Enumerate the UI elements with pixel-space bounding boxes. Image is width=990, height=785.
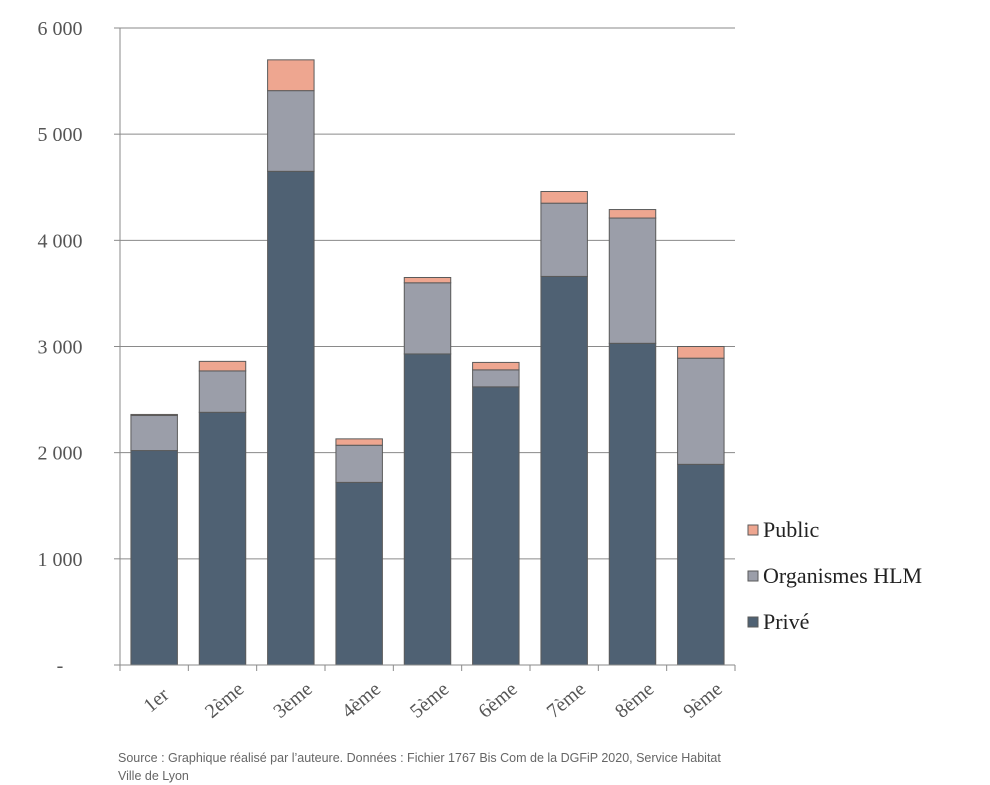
- y-axis: - 1 000 2 000 3 000 4 000 5 000 6 000: [38, 18, 121, 677]
- bar-segment: [130, 450, 178, 666]
- legend-label: Public: [763, 517, 819, 542]
- x-axis: 1er 2ème 3ème 4ème 5ème 6ème 7ème 8ème 9ème: [119, 664, 736, 723]
- y-tick-label: 6 000: [38, 18, 83, 40]
- y-tick-label: 4 000: [38, 230, 83, 252]
- bar-segment: [540, 202, 588, 277]
- bar-segment: [472, 361, 520, 371]
- legend-swatch: [747, 524, 759, 536]
- y-tick-label: 1 000: [38, 549, 83, 571]
- bar-segment: [335, 444, 383, 483]
- bar-segment: [540, 275, 588, 666]
- bar-segment: [677, 357, 725, 465]
- y-tick-label: 5 000: [38, 124, 83, 146]
- x-tick-label: 2ème: [201, 678, 248, 723]
- x-tick-label: 3ème: [269, 678, 316, 723]
- y-tick-label: -: [57, 655, 64, 677]
- bar-segment: [130, 413, 178, 417]
- y-tick-label: 3 000: [38, 337, 83, 359]
- legend-label: Organismes HLM: [763, 563, 922, 588]
- legend: Public Organismes HLM Privé: [747, 517, 922, 634]
- x-tick-label: 4ème: [338, 678, 385, 723]
- bar-segment: [198, 370, 247, 413]
- bar-segment: [198, 411, 247, 666]
- bar-segment: [403, 353, 452, 666]
- legend-swatch: [747, 570, 759, 582]
- bar-segment: [472, 369, 520, 388]
- bar-segment: [335, 481, 383, 666]
- x-tick-label: 9ème: [679, 678, 726, 723]
- y-tick-label: 2 000: [38, 443, 83, 465]
- bar-segment: [198, 360, 247, 372]
- legend-label: Privé: [763, 609, 809, 634]
- bar-segment: [608, 217, 657, 344]
- bar-segment: [677, 346, 725, 359]
- bar-segment: [403, 276, 452, 284]
- bar-segment: [540, 190, 588, 204]
- x-tick-label: 8ème: [611, 678, 658, 723]
- bar-segment: [335, 438, 383, 446]
- bar-segment: [403, 282, 452, 355]
- bar-segment: [267, 90, 315, 172]
- source-note: Source : Graphique réalisé par l’auteure…: [118, 751, 721, 783]
- bars: [130, 59, 725, 666]
- x-tick-label: 7ème: [543, 678, 590, 723]
- bar-segment: [472, 386, 520, 666]
- x-tick-label: 6ème: [474, 678, 521, 723]
- bar-segment: [267, 59, 315, 92]
- bar-segment: [267, 170, 315, 666]
- bar-segment: [130, 415, 178, 452]
- legend-swatch: [747, 616, 759, 628]
- bar-segment: [608, 209, 657, 219]
- bar-segment: [677, 463, 725, 666]
- bar-segment: [608, 342, 657, 666]
- x-tick-label: 1er: [139, 684, 173, 717]
- x-tick-label: 5ème: [406, 678, 453, 723]
